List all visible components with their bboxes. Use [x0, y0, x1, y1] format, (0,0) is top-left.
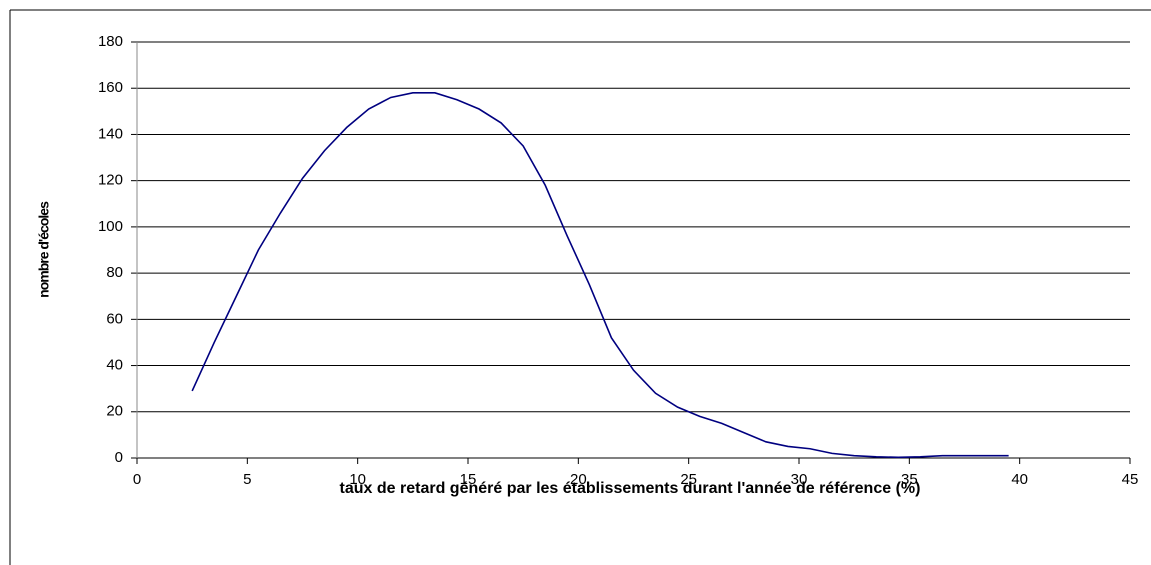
- x-tick-label: 25: [680, 471, 697, 488]
- x-tick-label: 35: [901, 471, 918, 488]
- y-tick-label: 120: [98, 172, 123, 189]
- y-tick-label: 140: [98, 125, 123, 142]
- x-tick-label: 5: [243, 471, 251, 488]
- x-tick-label: 40: [1011, 471, 1028, 488]
- x-tick-label: 10: [349, 471, 366, 488]
- y-tick-label: 40: [106, 357, 123, 374]
- x-tick-label: 20: [570, 471, 587, 488]
- x-tick-label: 45: [1122, 471, 1139, 488]
- y-tick-label: 60: [106, 310, 123, 327]
- y-tick-label: 180: [98, 33, 123, 50]
- data-line: [191, 92, 1009, 459]
- y-tick-label: 20: [106, 403, 123, 420]
- y-tick-label: 100: [98, 218, 123, 235]
- y-tick-label: 0: [115, 449, 123, 466]
- y-tick-label: 80: [106, 264, 123, 281]
- x-tick-label: 0: [133, 471, 141, 488]
- y-tick-label: 160: [98, 79, 123, 96]
- x-tick-label: 30: [791, 471, 808, 488]
- x-axis-label: taux de retard généré par les établissem…: [339, 480, 921, 497]
- x-tick-label: 15: [460, 471, 477, 488]
- y-axis-label: nombre d'écoles: [36, 201, 52, 298]
